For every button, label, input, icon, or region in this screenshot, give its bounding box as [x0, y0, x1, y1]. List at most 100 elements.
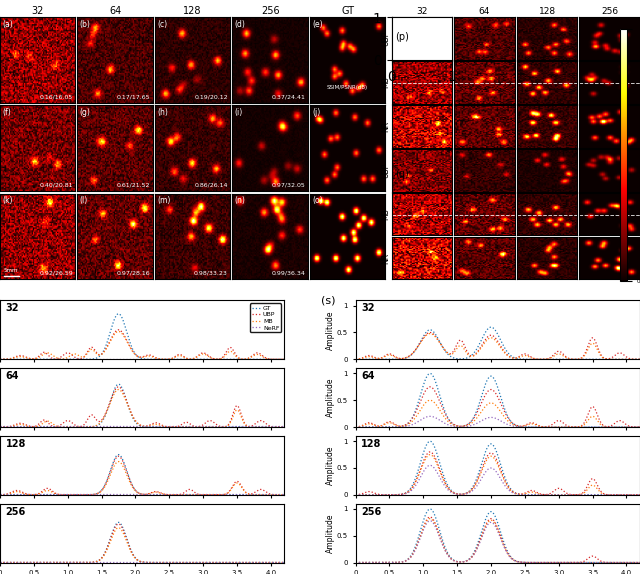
NeRF: [133, 559, 141, 565]
GT: [134, 488, 141, 495]
MB: [488, 400, 495, 406]
Line: GT: GT: [356, 441, 640, 495]
Text: (c): (c): [157, 20, 167, 29]
UBP: [630, 559, 637, 566]
MB: [0, 491, 4, 498]
GT: [522, 424, 529, 430]
NeRF: [488, 355, 496, 362]
NeRF: [0, 355, 4, 362]
MB: [166, 356, 173, 363]
Line: UBP: UBP: [356, 452, 640, 495]
Line: NeRF: NeRF: [356, 466, 640, 495]
Text: (p): (p): [396, 32, 410, 41]
MB: [150, 354, 158, 361]
Line: MB: MB: [0, 461, 284, 495]
UBP: [489, 387, 497, 394]
Line: MB: MB: [0, 390, 284, 427]
UBP: [132, 555, 140, 562]
GT: [488, 373, 495, 379]
GT: [230, 491, 237, 498]
UBP: [630, 424, 637, 430]
UBP: [630, 491, 637, 498]
UBP: [132, 488, 140, 495]
NeRF: [488, 414, 495, 421]
UBP: [489, 516, 497, 523]
NeRF: [131, 491, 139, 498]
UBP: [115, 383, 122, 390]
GT: [630, 491, 637, 498]
UBP: [352, 356, 360, 363]
GT: [134, 556, 141, 563]
GT: [506, 417, 514, 424]
GT: [275, 424, 282, 430]
MB: [280, 356, 288, 363]
MB: [0, 559, 4, 566]
NeRF: [506, 488, 514, 495]
Line: NeRF: NeRF: [356, 416, 640, 427]
MB: [636, 424, 640, 430]
Title: 64: 64: [109, 6, 121, 17]
Line: MB: MB: [0, 528, 284, 563]
MB: [506, 553, 514, 560]
NeRF: [521, 355, 529, 362]
MB: [586, 559, 593, 566]
UBP: [275, 356, 282, 363]
GT: [0, 491, 4, 498]
MB: [522, 352, 529, 359]
UBP: [280, 424, 288, 430]
UBP: [586, 339, 593, 346]
NeRF: [166, 559, 173, 565]
NeRF: [133, 491, 141, 498]
UBP: [166, 491, 174, 498]
UBP: [132, 417, 140, 424]
NeRF: [280, 355, 288, 362]
GT: [630, 559, 637, 566]
GT: [230, 559, 237, 566]
GT: [115, 451, 122, 458]
MB: [586, 484, 593, 491]
UBP: [488, 332, 495, 339]
NeRF: [489, 519, 497, 526]
UBP: [280, 491, 288, 498]
NeRF: [629, 355, 637, 362]
MB: [150, 421, 158, 428]
GT: [132, 554, 140, 561]
NeRF: [150, 423, 157, 430]
Text: 32: 32: [6, 303, 19, 313]
Text: (i): (i): [235, 108, 243, 117]
NeRF: [630, 424, 637, 430]
NeRF: [131, 559, 139, 565]
MB: [630, 424, 637, 430]
NeRF: [229, 559, 237, 565]
GT: [586, 356, 593, 363]
NeRF: [229, 355, 237, 362]
NeRF: [274, 559, 282, 565]
Y-axis label: NR: NR: [381, 253, 390, 263]
UBP: [506, 553, 514, 560]
GT: [489, 509, 497, 516]
NeRF: [166, 355, 173, 362]
GT: [134, 353, 141, 360]
MB: [134, 353, 141, 360]
NeRF: [636, 491, 640, 498]
NeRF: [636, 355, 640, 362]
MB: [426, 330, 434, 337]
UBP: [489, 332, 497, 339]
MB: [230, 350, 237, 357]
NeRF: [488, 519, 495, 526]
NeRF: [229, 423, 237, 430]
MB: [150, 559, 158, 566]
Line: UBP: UBP: [0, 330, 284, 359]
UBP: [630, 356, 637, 363]
GT: [352, 424, 360, 430]
MB: [522, 490, 529, 497]
UBP: [150, 559, 158, 566]
Text: (a): (a): [3, 20, 13, 29]
MB: [522, 559, 529, 566]
MB: [0, 424, 4, 430]
Line: UBP: UBP: [0, 456, 284, 495]
NeRF: [630, 491, 637, 498]
NeRF: [0, 491, 4, 498]
NeRF: [426, 462, 434, 469]
Title: GT: GT: [341, 6, 354, 17]
